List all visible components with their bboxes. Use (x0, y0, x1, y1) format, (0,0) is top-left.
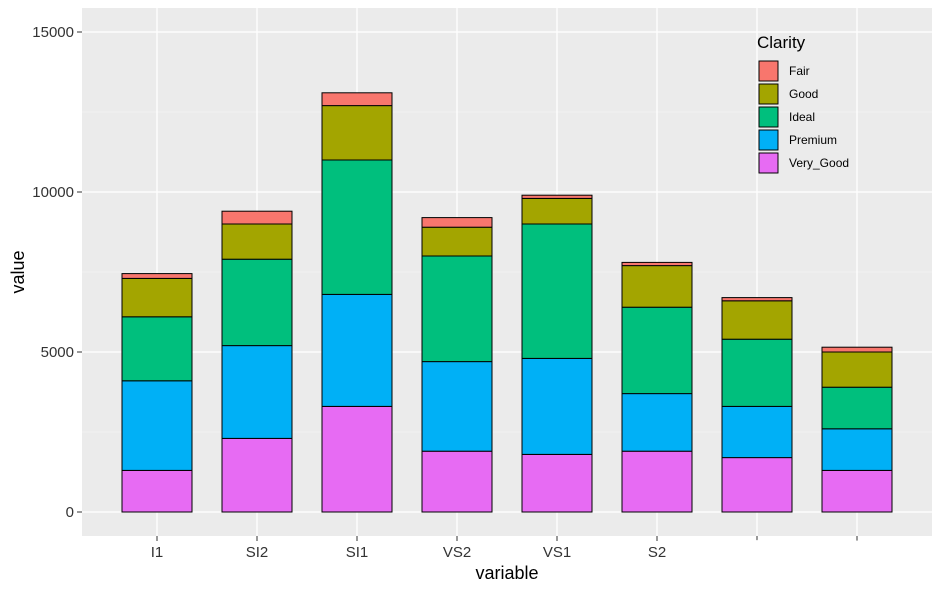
bar-segment-good (821, 351, 893, 388)
legend-swatch (758, 106, 779, 128)
bar-segment-good (421, 226, 493, 257)
legend-label: Good (789, 87, 818, 101)
legend-label: Very_Good (789, 156, 849, 170)
bar-segment-ideal (221, 258, 293, 347)
bar-segment-premium (221, 345, 293, 439)
y-tick-label: 10000 (32, 184, 74, 201)
bar-segment-premium (521, 357, 593, 455)
bar-segment-fair (521, 194, 593, 199)
bar-segment-fair (721, 297, 793, 302)
legend-label: Fair (789, 64, 810, 78)
x-tick-label: VS2 (443, 544, 471, 561)
bar-segment-good (721, 300, 793, 340)
bar-segment-very-good (421, 450, 493, 513)
x-axis-title: variable (475, 563, 538, 583)
x-tick-label: SI2 (246, 544, 269, 561)
y-tick-label: 15000 (32, 24, 74, 41)
y-axis-title: value (8, 250, 28, 293)
bar-segment-premium (721, 405, 793, 459)
legend-title: Clarity (757, 33, 806, 52)
bar-segment-good (521, 197, 593, 225)
bar-segment-fair (621, 261, 693, 267)
bar-segment-ideal (121, 316, 193, 382)
bar-segment-very-good (221, 437, 293, 513)
bar-segment-ideal (321, 159, 393, 295)
legend-label: Premium (789, 133, 837, 147)
bar-segment-very-good (321, 405, 393, 513)
legend-label: Ideal (789, 110, 815, 124)
bar-segment-fair (121, 273, 193, 279)
legend-swatch (758, 152, 779, 174)
y-tick-label: 5000 (41, 344, 74, 361)
bar-segment-very-good (621, 450, 693, 513)
bar-segment-very-good (721, 457, 793, 513)
bar-segment-premium (621, 393, 693, 452)
y-tick-label: 0 (66, 504, 74, 521)
bar-segment-fair (321, 92, 393, 107)
bar-segment-ideal (721, 338, 793, 407)
bar-segment-very-good (121, 469, 193, 513)
x-tick-label: I1 (151, 544, 164, 561)
bar-segment-ideal (421, 255, 493, 363)
bar-segment-premium (421, 361, 493, 452)
bar-segment-very-good (821, 469, 893, 513)
bar-segment-good (121, 277, 193, 318)
legend-swatch (758, 60, 779, 82)
y-axis: 0 5000 10000 15000 (32, 24, 82, 521)
bar-segment-premium (321, 293, 393, 407)
bar-segment-ideal (521, 223, 593, 359)
x-tick-label: SI1 (346, 544, 369, 561)
bar-segment-fair (421, 217, 493, 228)
bar-segment-ideal (821, 386, 893, 430)
x-axis: I1 SI2 SI1 VS2 VS1 S2 (151, 536, 858, 561)
bar-segment-fair (821, 346, 893, 353)
legend-swatch (758, 129, 779, 151)
legend-swatch (758, 83, 779, 105)
watermark: 知乎 @组学解析 (720, 539, 881, 564)
bar-segment-very-good (521, 453, 593, 513)
bar-segment-fair (221, 210, 293, 225)
x-tick-label: S2 (648, 544, 666, 561)
bar-segment-premium (121, 380, 193, 471)
bar-segment-good (621, 265, 693, 308)
bar-segment-ideal (621, 306, 693, 395)
x-tick-label: VS1 (543, 544, 571, 561)
bar-segment-premium (821, 428, 893, 471)
legend: Clarity Fair Good Ideal Premium Very_Good (757, 33, 849, 174)
bar-segment-good (321, 105, 393, 161)
bar-layer (121, 92, 893, 513)
bar-segment-good (221, 223, 293, 260)
